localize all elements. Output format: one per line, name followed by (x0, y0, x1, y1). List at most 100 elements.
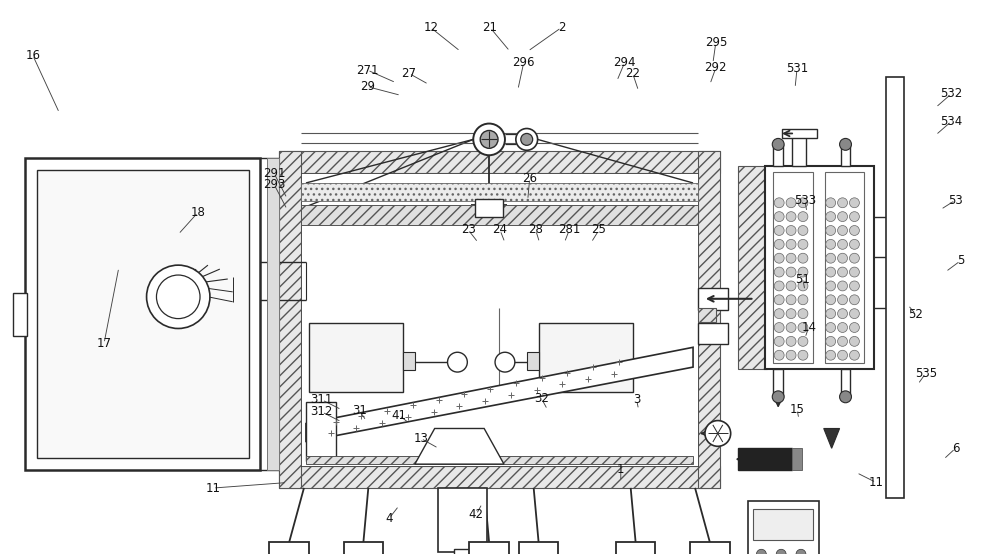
Circle shape (826, 198, 836, 208)
Circle shape (826, 350, 836, 360)
Text: 294: 294 (613, 56, 636, 69)
Circle shape (798, 253, 808, 263)
Circle shape (798, 267, 808, 277)
Circle shape (840, 138, 851, 150)
Bar (698, 323, 728, 344)
Circle shape (826, 267, 836, 277)
Circle shape (480, 130, 498, 148)
Text: 31: 31 (352, 404, 367, 417)
Bar (698, 288, 728, 310)
Bar (753, 509, 813, 540)
Circle shape (798, 350, 808, 360)
Circle shape (774, 323, 784, 333)
Circle shape (849, 281, 859, 291)
Text: 23: 23 (461, 223, 476, 237)
Circle shape (798, 309, 808, 319)
Circle shape (838, 323, 847, 333)
Circle shape (774, 281, 784, 291)
Bar (738, 448, 792, 470)
Circle shape (786, 350, 796, 360)
Circle shape (798, 295, 808, 305)
Circle shape (786, 267, 796, 277)
Text: 11: 11 (205, 482, 220, 495)
Circle shape (826, 323, 836, 333)
Circle shape (774, 253, 784, 263)
Text: 281: 281 (558, 223, 580, 237)
Text: 22: 22 (625, 67, 640, 80)
Circle shape (849, 226, 859, 236)
Text: 42: 42 (469, 508, 484, 521)
Bar (841, 144, 850, 166)
Bar (886, 77, 904, 498)
Circle shape (798, 240, 808, 250)
Text: 11: 11 (869, 476, 884, 489)
Circle shape (838, 198, 847, 208)
Text: 32: 32 (534, 392, 549, 405)
Circle shape (786, 336, 796, 346)
Bar (738, 166, 767, 369)
Circle shape (786, 281, 796, 291)
Circle shape (849, 240, 859, 250)
Circle shape (774, 267, 784, 277)
Text: 24: 24 (493, 223, 508, 237)
Text: 41: 41 (392, 409, 407, 422)
Text: 271: 271 (356, 63, 379, 76)
Text: 293: 293 (263, 178, 285, 191)
Text: 28: 28 (528, 223, 543, 237)
Circle shape (838, 350, 847, 360)
Circle shape (849, 295, 859, 305)
Text: 29: 29 (360, 80, 375, 93)
Bar (782, 129, 817, 138)
Circle shape (772, 138, 784, 150)
Text: 14: 14 (801, 320, 816, 334)
Circle shape (826, 226, 836, 236)
Circle shape (448, 352, 467, 372)
Circle shape (849, 350, 859, 360)
Text: 15: 15 (790, 403, 804, 416)
Circle shape (849, 309, 859, 319)
Circle shape (516, 129, 538, 150)
Bar (309, 323, 403, 392)
Polygon shape (415, 428, 504, 464)
Circle shape (838, 212, 847, 222)
Text: 27: 27 (401, 67, 416, 80)
Circle shape (840, 391, 851, 403)
Bar (519, 543, 558, 557)
Bar (773, 144, 783, 166)
Circle shape (774, 350, 784, 360)
Polygon shape (824, 428, 840, 448)
Circle shape (826, 295, 836, 305)
Bar (792, 131, 806, 166)
Text: 532: 532 (940, 87, 963, 100)
Text: 18: 18 (191, 206, 205, 219)
Bar (306, 456, 693, 464)
Bar (13, 293, 27, 336)
Bar (438, 488, 487, 552)
Bar (279, 152, 301, 488)
Bar (279, 152, 720, 173)
Circle shape (826, 336, 836, 346)
Circle shape (826, 253, 836, 263)
Bar (690, 543, 730, 557)
Bar (306, 402, 336, 461)
Text: 292: 292 (705, 61, 727, 74)
Polygon shape (306, 348, 693, 441)
Text: 4: 4 (385, 512, 393, 525)
Circle shape (786, 253, 796, 263)
Bar (748, 501, 819, 557)
Text: 21: 21 (483, 21, 498, 34)
Circle shape (495, 352, 515, 372)
Circle shape (838, 336, 847, 346)
Text: 3: 3 (633, 393, 640, 406)
Circle shape (826, 212, 836, 222)
Circle shape (849, 336, 859, 346)
Bar (25, 158, 260, 470)
Text: 311: 311 (311, 393, 333, 406)
Circle shape (849, 267, 859, 277)
Circle shape (774, 295, 784, 305)
Text: 26: 26 (522, 172, 537, 184)
Circle shape (838, 240, 847, 250)
Text: 17: 17 (96, 337, 111, 350)
Circle shape (786, 212, 796, 222)
Circle shape (826, 281, 836, 291)
